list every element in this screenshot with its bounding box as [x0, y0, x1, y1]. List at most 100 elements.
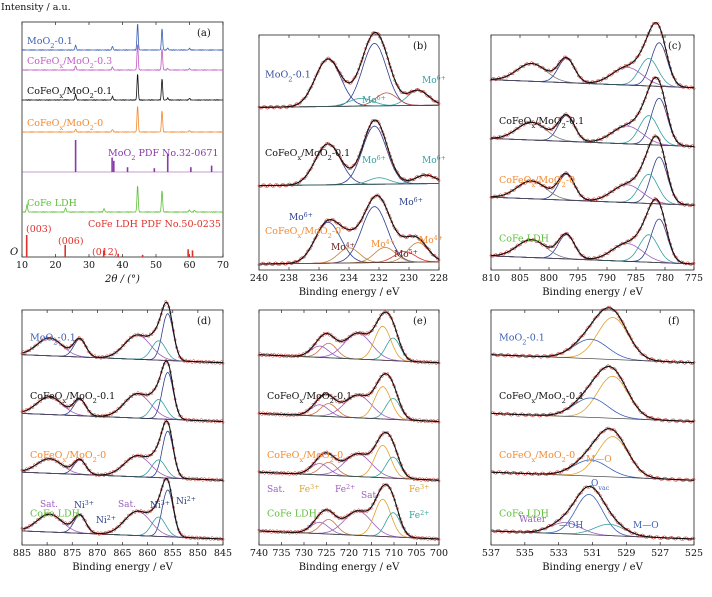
peak-label: M—O: [633, 521, 659, 531]
x-tick-label: 785: [627, 273, 645, 284]
x-tick-label: 855: [164, 548, 182, 559]
x-tick-label: 800: [540, 273, 558, 284]
x-axis-label: Binding energy / eV: [72, 562, 173, 573]
spectrum-label: CoFeOx/MoO2-0.1: [499, 391, 584, 405]
x-tick-label: 529: [617, 548, 635, 559]
fit-component: [491, 184, 694, 206]
xrd-trace: [21, 23, 224, 51]
x-tick-label: 50: [150, 260, 162, 271]
series-label: CoFe LDH: [27, 198, 77, 209]
fit-component: [491, 58, 694, 89]
fit-envelope: [259, 373, 439, 423]
fit-envelope: [259, 311, 439, 364]
spectrum-label: CoFe LDH: [499, 234, 549, 245]
fit-component: [491, 66, 694, 89]
panel-label: (c): [668, 41, 682, 52]
x-tick-label: 40: [116, 260, 128, 271]
series-label: CoFeOx/MoO2-0.1: [27, 86, 112, 100]
x-tick-label: 880: [38, 548, 56, 559]
x-tick-label: 230: [400, 273, 418, 284]
x-tick-label: 725: [317, 548, 335, 559]
x-tick-label: 232: [370, 273, 388, 284]
x-tick-label: 535: [516, 548, 534, 559]
x-tick-label: 537: [482, 548, 500, 559]
xrd-trace: [21, 44, 224, 71]
hkl-label: (006): [58, 236, 84, 247]
peak-label: Mo6+: [289, 212, 313, 224]
fit-envelope: [22, 477, 223, 540]
fit-component: [22, 399, 223, 422]
peak-label: Ni3+: [150, 500, 170, 512]
x-tick-label: 20: [49, 260, 61, 271]
x-tick-label: 790: [598, 273, 616, 284]
x-tick-label: 60: [183, 260, 195, 271]
fit-envelope: [259, 31, 440, 108]
spectrum-label: CoFeOx/MoO2-0.1: [30, 391, 115, 405]
fit-envelope: [491, 428, 694, 481]
panel-f: 537 535 533 531 529 527 525 Binding energy / eV…: [482, 305, 703, 573]
xrd-trace: [21, 106, 224, 134]
spectrum-label: CoFe LDH: [499, 509, 549, 520]
series-label: MoO2-0.1: [27, 36, 73, 50]
background-line: [490, 79, 695, 89]
x-tick-label: 240: [250, 273, 268, 284]
peak-label: Mo6+: [422, 155, 446, 167]
peak-label: —OH: [559, 521, 583, 531]
x-tick-label: 730: [295, 548, 313, 559]
fit-envelope: [490, 76, 694, 148]
peak-label: M—O: [586, 455, 612, 465]
x-tick-label: 234: [340, 273, 358, 284]
x-tick-label: 735: [272, 548, 290, 559]
peak-label: Mo6+: [362, 155, 386, 167]
fit-component: [259, 342, 440, 364]
fit-envelope: [491, 365, 694, 423]
x-tick-label: 527: [651, 548, 669, 559]
xrd-trace: [21, 185, 224, 213]
peak-label: Fe3+: [299, 484, 319, 496]
spectrum-label: CoFeOx/MoO2-0: [499, 175, 575, 189]
x-tick-label: 810: [482, 273, 500, 284]
peak-label: Mo6+: [362, 95, 386, 107]
peak-label: Mo4+: [419, 235, 443, 247]
fit-envelope: [22, 301, 223, 364]
spectrum-label: CoFeOx/MoO2-0.1: [267, 391, 352, 405]
fit-component: [22, 459, 224, 481]
peak-label: Mo4+: [331, 242, 355, 254]
x-tick-label: 845: [214, 548, 232, 559]
x-axis-label: 2θ / (°): [104, 274, 140, 285]
fit-envelope: [22, 420, 223, 481]
fit-component: [490, 243, 694, 265]
x-tick-label: 705: [407, 548, 425, 559]
x-tick-label: 865: [113, 548, 131, 559]
spectrum-label: CoFe LDH: [267, 509, 317, 520]
x-tick-label: 775: [685, 273, 703, 284]
x-tick-label: 10: [16, 260, 28, 271]
fit-envelope: [259, 119, 440, 187]
panel-label: (e): [413, 316, 427, 327]
spectrum-label: CoFeOx/MoO2-0: [265, 226, 341, 240]
peak-label: Ni2+: [96, 515, 116, 527]
x-tick-label: 238: [280, 273, 298, 284]
y-axis-title: Intensity / a.u.: [1, 2, 71, 13]
panel-b: 240 238 236 234 232 230 228 Binding energy / eV…: [250, 31, 448, 298]
fit-envelope: [22, 360, 223, 423]
peak-label: Mo6+: [422, 75, 446, 87]
series-label: CoFeOx/MoO2-0: [27, 118, 103, 132]
x-tick-label: 860: [139, 548, 157, 559]
fit-envelope: [490, 198, 694, 265]
panel-frame: [490, 34, 695, 271]
x-tick-label: 715: [362, 548, 380, 559]
spectrum-label: CoFeOx/MoO2-0: [499, 450, 575, 464]
background-line: [490, 138, 695, 147]
x-tick-label: 228: [430, 273, 448, 284]
spectrum-label: CoFeOx/MoO2-0.1: [265, 148, 350, 162]
x-axis-label: Binding energy / eV: [299, 287, 400, 298]
fit-component: [22, 399, 223, 422]
x-tick-label: 720: [340, 548, 358, 559]
fit-component: [22, 459, 224, 481]
peak-label: Fe3+: [409, 484, 429, 496]
spectrum-label: MoO2-0.1: [265, 70, 311, 84]
fit-component: [490, 125, 694, 147]
x-tick-label: 533: [550, 548, 568, 559]
